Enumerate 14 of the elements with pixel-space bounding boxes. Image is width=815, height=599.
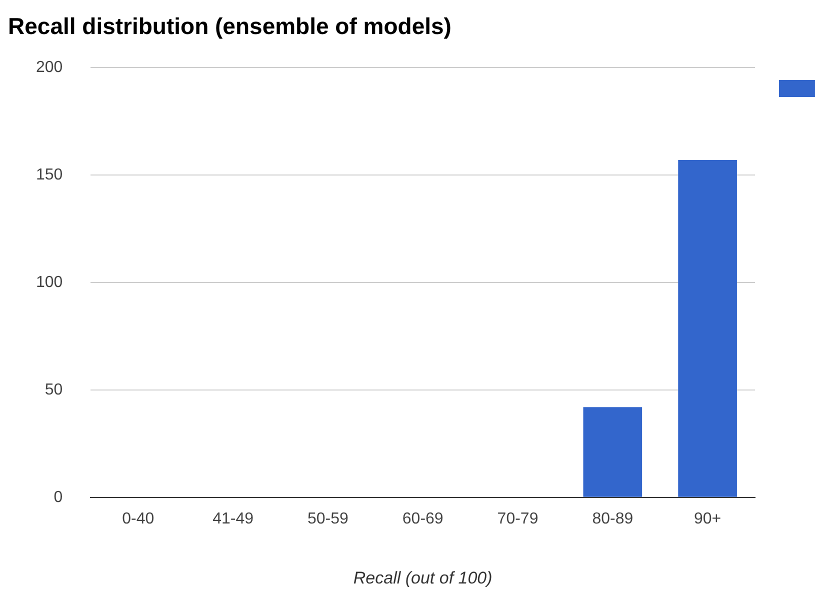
x-tick-label: 80-89 xyxy=(592,510,634,528)
y-tick-label: 0 xyxy=(54,488,63,506)
x-tick-label: 60-69 xyxy=(402,510,444,528)
y-tick-label: 200 xyxy=(36,59,63,76)
x-tick-label: 70-79 xyxy=(497,510,538,528)
chart-title: Recall distribution (ensemble of models) xyxy=(8,13,452,40)
x-tick-label: 90+ xyxy=(694,510,722,528)
y-tick-label: 100 xyxy=(36,274,63,291)
x-axis-title: Recall (out of 100) xyxy=(353,568,492,588)
y-tick-label: 150 xyxy=(36,166,63,184)
x-tick-label: 41-49 xyxy=(212,510,254,528)
y-tick-label: 50 xyxy=(44,381,63,398)
x-tick-label: 50-59 xyxy=(307,510,349,528)
x-tick-label: 0-40 xyxy=(122,510,154,528)
